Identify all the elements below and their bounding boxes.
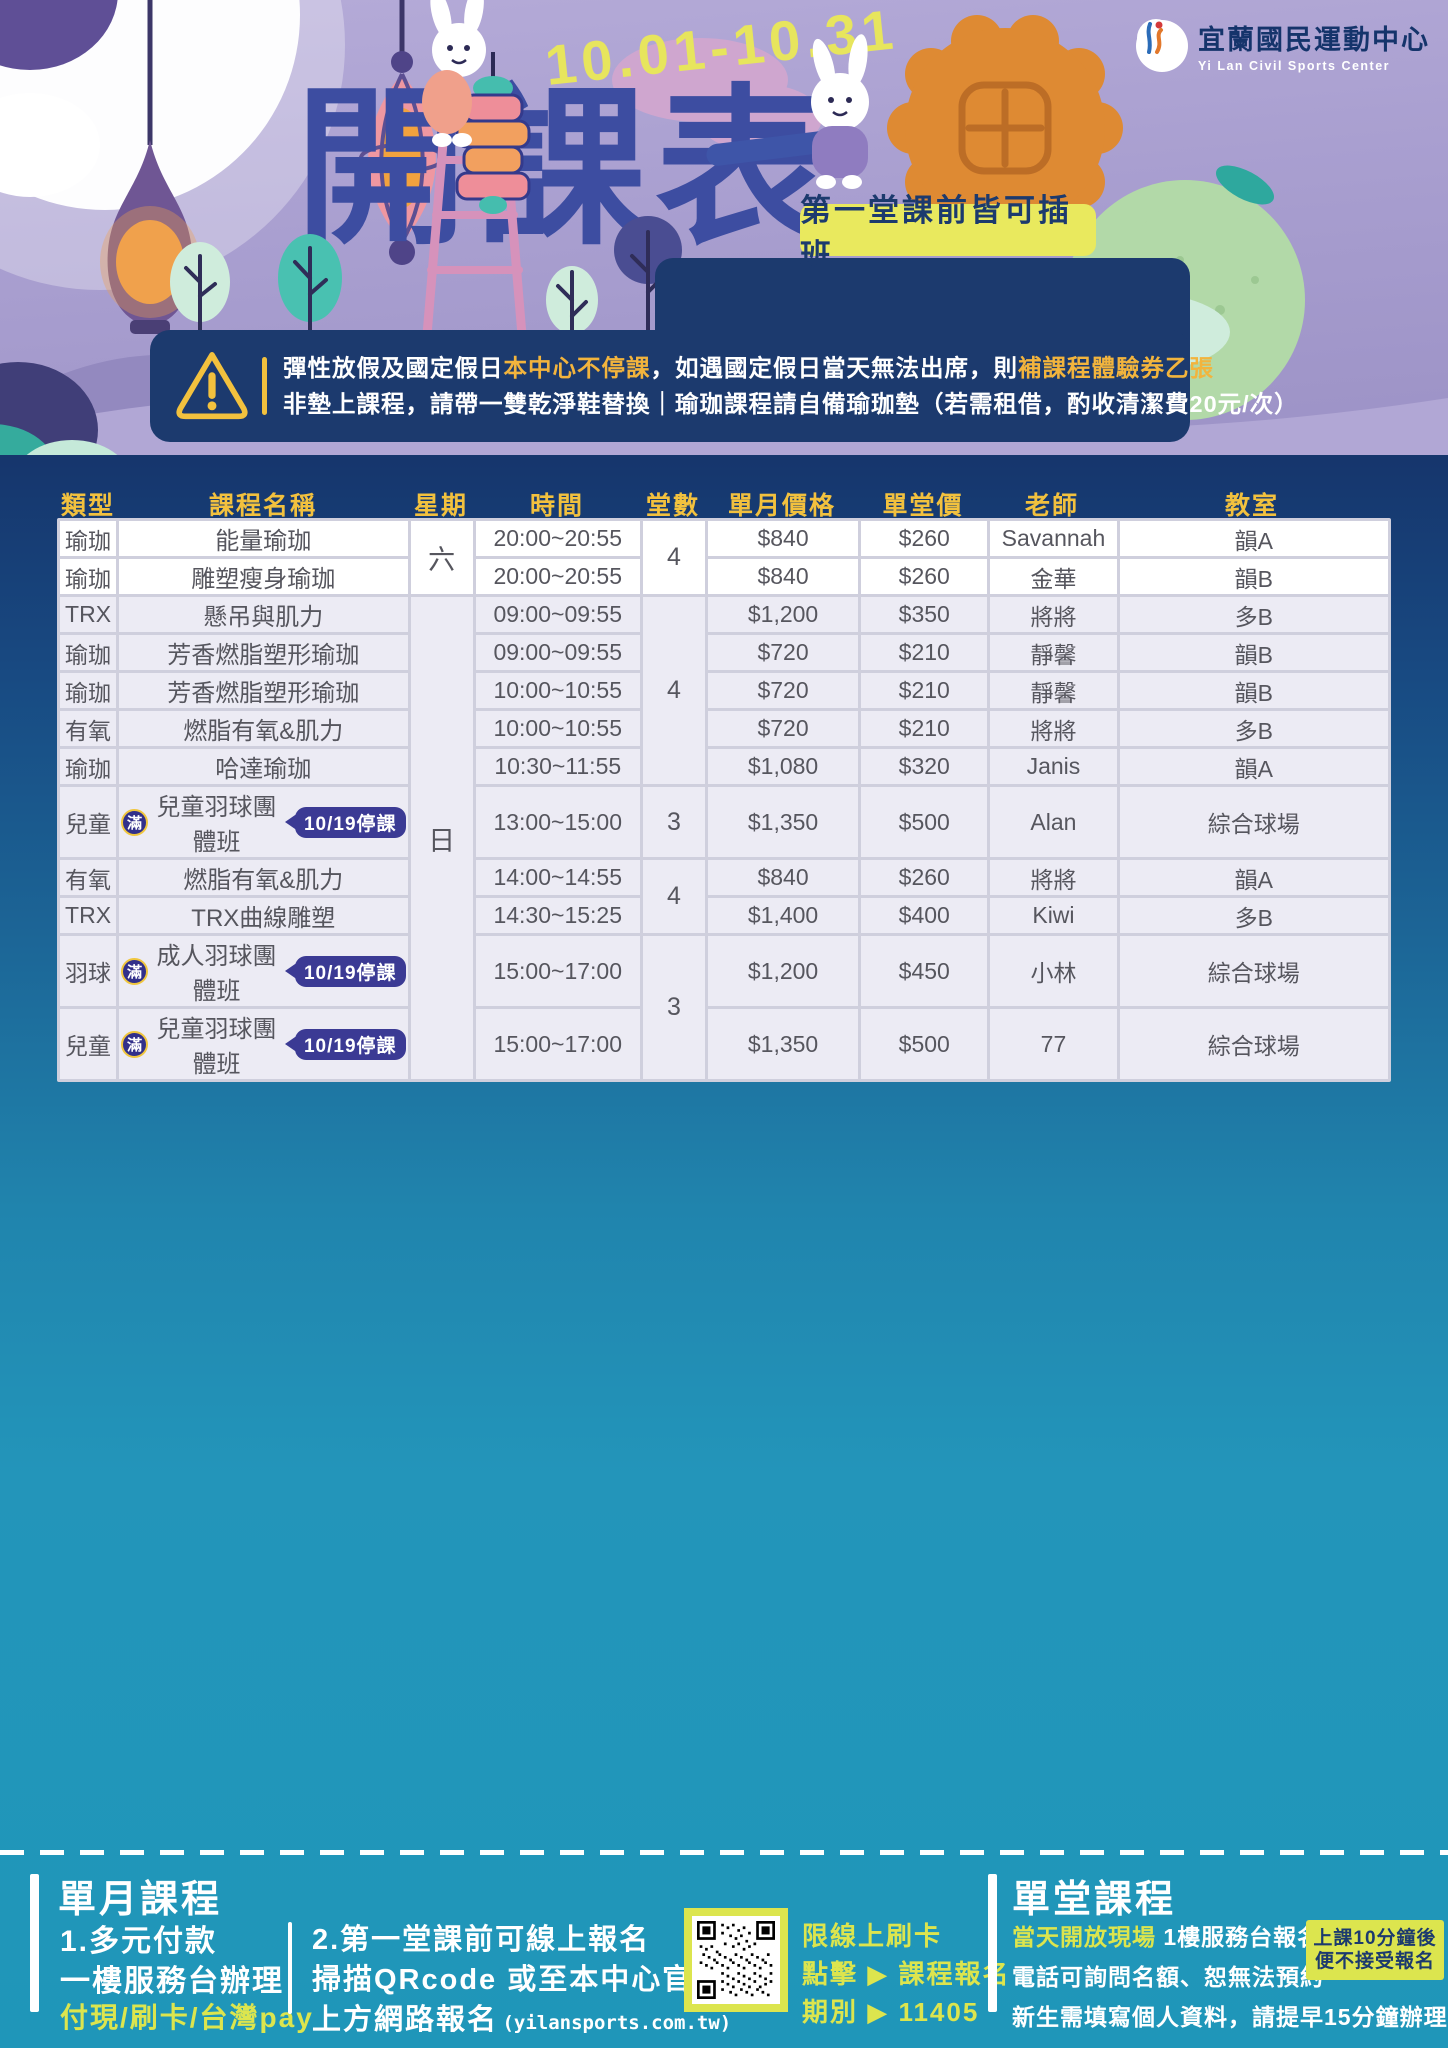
dashed-divider	[0, 1850, 1448, 1855]
table-row: 瑜珈 能量瑜珈 六 20:00~20:55 4 $840 $260 Savann…	[60, 521, 1388, 594]
logo-name-en: Yi Lan Civil Sports Center	[1198, 59, 1391, 73]
single-course-line-2: 電話可詢問名額、恕無法預約	[1012, 1964, 1324, 1990]
insert-class-badge: 第一堂課前皆可插班	[800, 193, 1096, 273]
notice-line-1: 彈性放假及國定假日本中心不停課，如遇國定假日當天無法出席，則補課程體驗券乙張	[283, 354, 1214, 381]
online-signup-line-1: 2.第一堂課前可線上報名	[312, 1924, 651, 1956]
table-header-row: 類型 課程名稱 星期 時間 堂數 單月價格 單堂價 老師 教室	[57, 486, 1391, 522]
qr-code	[684, 1908, 788, 2012]
col-header-teacher: 老師	[1024, 492, 1079, 520]
table-row: 兒童 滿 兒童羽球團體班 10/19停課 13:00~15:00 3 $1,35…	[60, 787, 1388, 857]
col-header-day: 星期	[413, 492, 468, 520]
table-row: 瑜珈 芳香燃脂塑形瑜珈 09:00~09:55 $720 $210 靜馨 韻B	[60, 635, 1388, 670]
monthly-course-title: 單月課程	[58, 1879, 223, 1921]
logo-name-zh: 宜蘭國民運動中心	[1198, 25, 1430, 55]
logo-icon	[1136, 19, 1188, 72]
sports-center-logo: 宜蘭國民運動中心 Yi Lan Civil Sports Center	[1136, 18, 1430, 73]
table-row: 瑜珈 芳香燃脂塑形瑜珈 10:00~10:55 $720 $210 靜馨 韻B	[60, 673, 1388, 708]
col-header-type: 類型	[60, 492, 115, 520]
table-row: 瑜珈 雕塑瘦身瑜珈 20:00~20:55 $840 $260 金華 韻B	[60, 559, 1388, 594]
arrow-left-icon	[284, 813, 298, 831]
rabbit-illustration	[422, 0, 486, 147]
payment-line-3: 付現/刷卡/台灣pay	[60, 2002, 314, 2033]
sessions-cell: 4	[642, 860, 705, 933]
col-header-room: 教室	[1224, 492, 1279, 520]
sessions-cell: 4	[642, 597, 705, 784]
payment-line-2: 一樓服務台辦理	[60, 1965, 284, 1998]
qr-note-3: 期別 ▶ 11405	[802, 1997, 980, 2027]
single-course-line-3: 新生需填寫個人資料，請提早15分鐘辦理	[1012, 2004, 1448, 2030]
payment-line-1: 1.多元付款	[60, 1925, 218, 1958]
cancel-badge: 10/19停課	[284, 955, 406, 987]
table-row: TRX 懸吊與肌力 日 09:00~09:55 4 $1,200 $350 將將…	[60, 597, 1388, 1079]
table-row: TRX TRX曲線雕塑 14:30~15:25 $1,400 $400 Kiwi…	[60, 898, 1388, 933]
cancel-badge: 10/19停課	[284, 1028, 406, 1060]
arrow-left-icon	[284, 962, 298, 980]
lantern-icon	[359, 0, 445, 265]
col-header-sessions: 堂數	[645, 492, 700, 520]
table-row: 有氧 燃脂有氧&肌力 10:00~10:55 $720 $210 將將 多B	[60, 711, 1388, 746]
day-cell: 日	[410, 597, 473, 1079]
section-bar	[988, 1874, 997, 2012]
notice-line-2: 非墊上課程，請帶一雙乾淨鞋替換｜瑜珈課程請自備瑜珈墊（若需租借，酌收清潔費20元…	[283, 390, 1299, 417]
warning-icon	[174, 344, 250, 429]
table-row: 瑜珈 哈達瑜珈 10:30~11:55 $1,080 $320 Janis 韻A	[60, 749, 1388, 784]
notice-bar: 彈性放假及國定假日本中心不停課，如遇國定假日當天無法出席，則補課程體驗券乙張 非…	[150, 330, 1298, 442]
course-name: 兒童羽球團體班	[156, 794, 277, 856]
schedule-table: 瑜珈 能量瑜珈 六 20:00~20:55 4 $840 $260 Savann…	[57, 518, 1391, 1082]
sessions-cell: 3	[642, 936, 705, 1079]
col-header-name: 課程名稱	[208, 492, 317, 520]
full-badge: 滿	[121, 957, 149, 985]
course-name: 成人羽球團體班	[156, 943, 277, 1005]
website-url: (yilansports.com.tw)	[502, 2012, 732, 2034]
rabbit-illustration	[706, 34, 869, 189]
single-course-line-1: 當天開放現場 1樓服務台報名	[1012, 1924, 1322, 1950]
full-badge: 滿	[121, 808, 149, 836]
online-signup-line-3: 上方網路報名 (yilansports.com.tw)	[312, 2004, 732, 2036]
day-cell: 六	[410, 521, 473, 594]
mooncake-illustration	[887, 15, 1123, 241]
table-row: 羽球 滿 成人羽球團體班 10/19停課 15:00~17:00 3 $1,20…	[60, 936, 1388, 1079]
online-signup-line-2: 掃描QRcode 或至本中心官網	[312, 1964, 725, 1996]
col-header-single-price: 單堂價	[882, 492, 964, 520]
notice-divider	[262, 357, 267, 415]
item-divider	[288, 1922, 292, 2014]
arrow-left-icon	[284, 1035, 298, 1053]
qr-note-2: 點擊 ▶ 課程報名	[802, 1959, 1011, 1989]
late-signup-note: 上課10分鐘後 便不接受報名	[1306, 1920, 1444, 1980]
corner-leaf-illustration	[0, 0, 118, 70]
col-header-month-price: 單月價格	[727, 492, 836, 520]
table-row: 兒童 滿 兒童羽球團體班 10/19停課 15:00~17:00 $1,350 …	[60, 1009, 1388, 1079]
single-course-title: 單堂課程	[1012, 1879, 1177, 1921]
sessions-cell: 4	[642, 521, 705, 594]
table-row: 有氧 燃脂有氧&肌力 14:00~14:55 4 $840 $260 將將 韻A	[60, 860, 1388, 933]
course-name: 兒童羽球團體班	[156, 1016, 277, 1078]
col-header-time: 時間	[529, 492, 584, 520]
full-badge: 滿	[121, 1030, 149, 1058]
cancel-badge: 10/19停課	[284, 806, 406, 838]
qr-note-1: 限線上刷卡	[802, 1921, 943, 1951]
sessions-cell: 3	[642, 787, 705, 857]
section-bar	[30, 1874, 39, 2012]
poster-title: 開課表	[295, 73, 835, 265]
